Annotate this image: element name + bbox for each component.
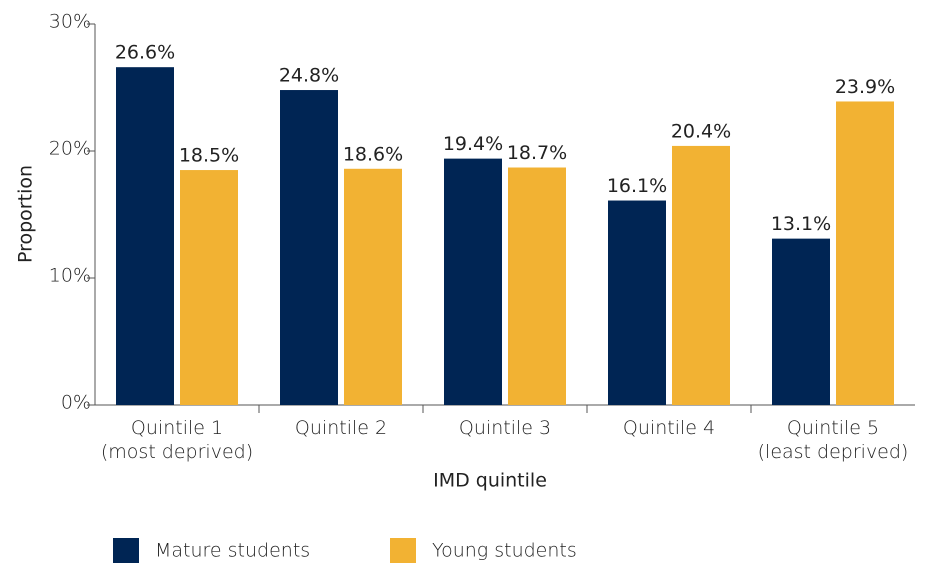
bar xyxy=(444,158,502,405)
legend-label: Young students xyxy=(432,540,577,562)
bar xyxy=(280,90,338,405)
bar xyxy=(180,170,238,405)
x-axis-label: IMD quintile xyxy=(433,470,547,492)
legend-swatch xyxy=(113,538,139,563)
legend-label: Mature students xyxy=(155,540,310,562)
bar xyxy=(344,168,402,405)
y-tick-label: 0% xyxy=(61,392,91,414)
data-label: 16.1% xyxy=(607,175,667,197)
x-tick-label: Quintile 3 xyxy=(458,417,552,439)
data-label: 24.8% xyxy=(279,65,339,87)
data-label: 20.4% xyxy=(671,120,731,142)
data-label: 18.7% xyxy=(507,142,567,164)
data-label: 23.9% xyxy=(835,76,895,98)
y-tick-label: 10% xyxy=(49,265,91,287)
bar xyxy=(772,238,830,405)
y-tick-label: 30% xyxy=(49,11,91,33)
bar xyxy=(508,167,566,405)
x-tick-label: Quintile 5 (least deprived) xyxy=(757,417,909,463)
y-tick-label: 20% xyxy=(49,138,91,160)
data-label: 26.6% xyxy=(115,42,175,64)
bar xyxy=(116,67,174,406)
x-tick-label: Quintile 4 xyxy=(622,417,716,439)
legend-swatch xyxy=(390,538,416,563)
x-tick-label: Quintile 1 (most deprived) xyxy=(100,417,254,463)
data-label: 18.5% xyxy=(179,145,239,167)
bar xyxy=(836,101,894,405)
data-label: 13.1% xyxy=(771,213,831,235)
x-tick-label: Quintile 2 xyxy=(294,417,388,439)
y-axis-label: Proportion xyxy=(15,165,37,263)
data-label: 19.4% xyxy=(443,133,503,155)
bar xyxy=(672,145,730,406)
bar xyxy=(608,200,666,405)
data-label: 18.6% xyxy=(343,143,403,165)
